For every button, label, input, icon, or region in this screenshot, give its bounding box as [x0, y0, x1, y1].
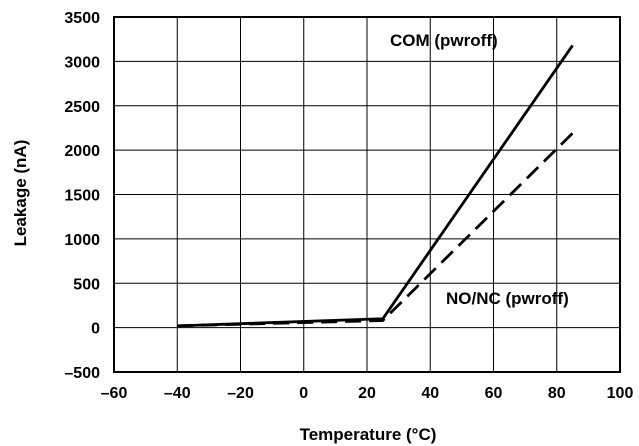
y-tick-label: 0 — [91, 321, 100, 338]
x-axis-title: Temperature (°C) — [300, 425, 437, 444]
plot-frame — [113, 16, 621, 373]
x-axis-ticks: –60 –40 –20 0 20 40 60 80 100 — [101, 385, 634, 402]
x-tick-label: –20 — [227, 385, 254, 402]
y-tick-label: –500 — [64, 365, 100, 382]
y-axis-title: Leakage (nA) — [11, 140, 30, 247]
x-tick-label: 60 — [485, 385, 503, 402]
y-tick-label: 2000 — [64, 143, 100, 160]
x-tick-label: 80 — [548, 385, 566, 402]
x-tick-label: –40 — [164, 385, 191, 402]
x-tick-label: 40 — [421, 385, 439, 402]
y-tick-label: 1500 — [64, 188, 100, 205]
x-tick-label: 0 — [299, 385, 308, 402]
y-tick-label: 3500 — [64, 10, 100, 27]
x-tick-label: –60 — [101, 385, 128, 402]
y-tick-label: 2500 — [64, 99, 100, 116]
series-line-0 — [177, 44, 574, 328]
series-label-com: COM (pwroff) — [390, 31, 498, 50]
x-tick-label: 100 — [607, 385, 634, 402]
series-label-nonc: NO/NC (pwroff) — [446, 289, 569, 308]
y-tick-label: 1000 — [64, 232, 100, 249]
y-tick-label: 500 — [73, 276, 100, 293]
x-tick-label: 20 — [358, 385, 376, 402]
y-axis-ticks: 3500 3000 2500 2000 1500 1000 500 0 –500 — [64, 10, 100, 382]
series-lines — [177, 44, 574, 328]
series-line-1 — [177, 132, 574, 328]
y-tick-label: 3000 — [64, 54, 100, 71]
